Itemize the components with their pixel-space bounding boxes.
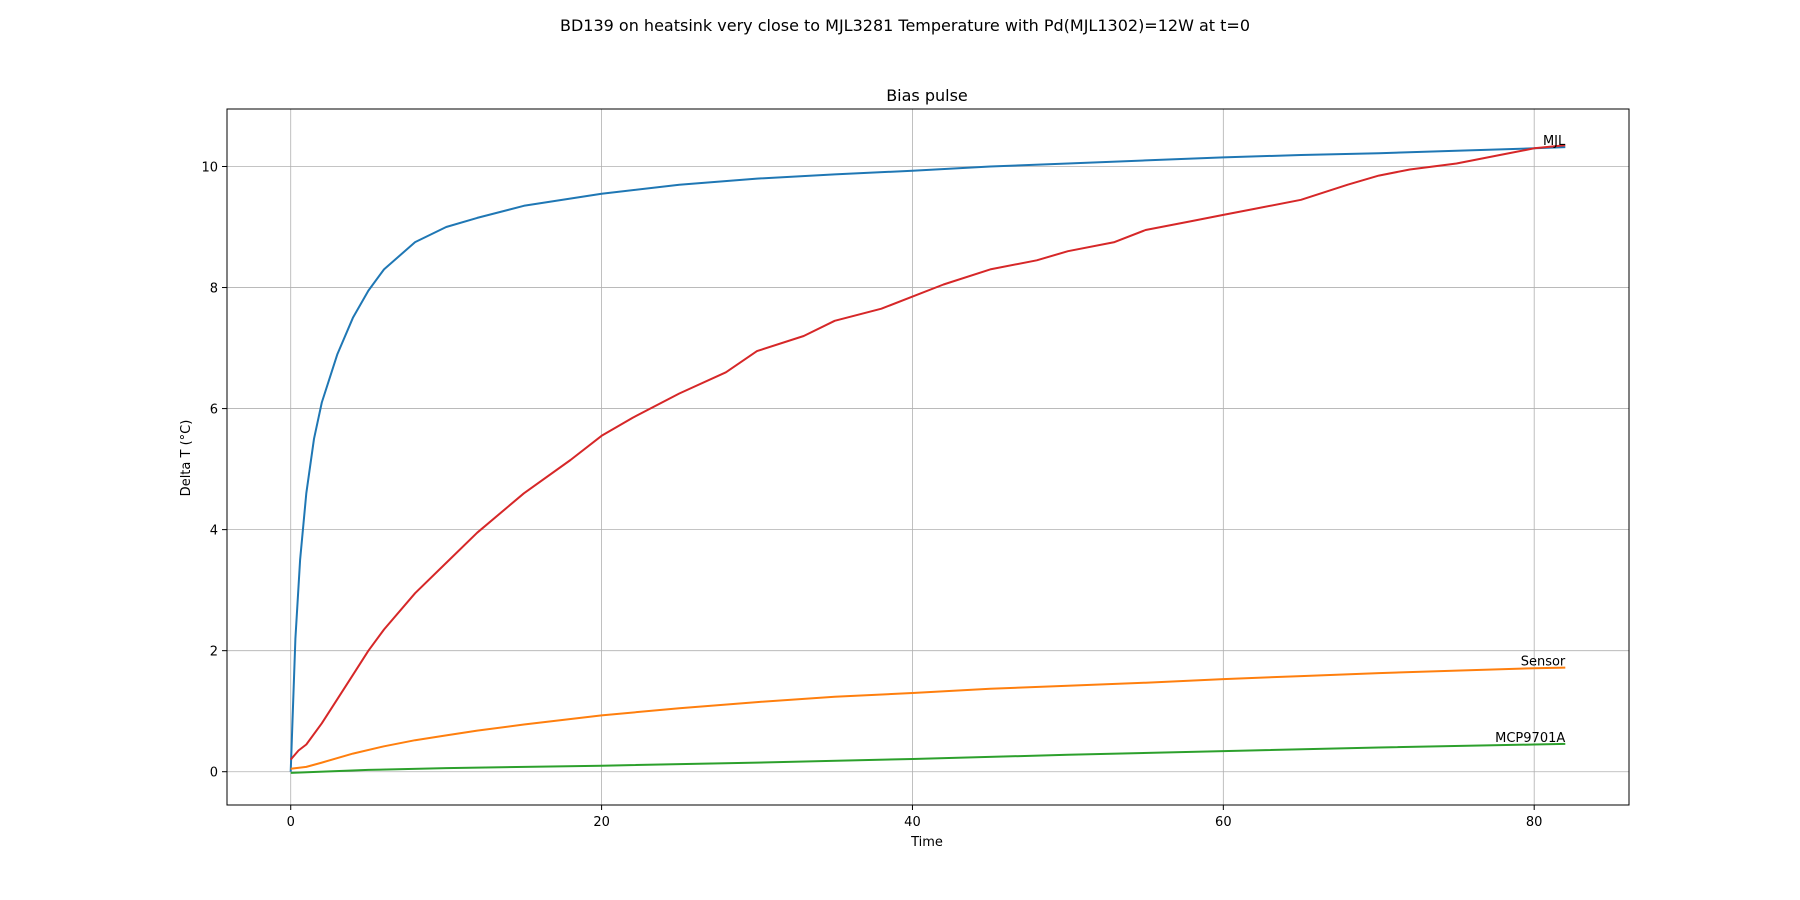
series-line-4 [289,144,1566,761]
y-axis-label: Delta T (°C) [179,420,194,497]
x-tick-label: 40 [904,815,921,830]
plot-area: 0 20 40 60 80 0 2 4 6 8 10 MJL Sensor MCP9701A [201,108,1630,830]
x-tick-label: 60 [1215,815,1232,830]
figure-suptitle: BD139 on heatsink very close to MJL3281 … [560,16,1250,35]
y-tick-label: 10 [201,160,218,175]
x-tick-label: 0 [287,815,295,830]
series-annotation: MJL [1543,134,1566,149]
series-annotation: MCP9701A [1495,731,1565,746]
y-tick-label: 6 [210,403,218,418]
x-tick-label: 80 [1526,815,1543,830]
y-tick-label: 8 [210,282,218,297]
series-line-2 [290,666,1566,770]
chart-title: Bias pulse [886,86,968,105]
series-annotation: Sensor [1521,655,1566,670]
series-line-1 [289,146,1566,772]
y-tick-label: 2 [210,645,218,660]
y-tick-label: 4 [210,524,218,539]
series-line-3 [290,742,1566,774]
y-tick-label: 0 [210,766,218,781]
x-axis-label: Time [910,835,943,850]
x-tick-label: 20 [593,815,610,830]
plot-frame [226,108,1630,806]
